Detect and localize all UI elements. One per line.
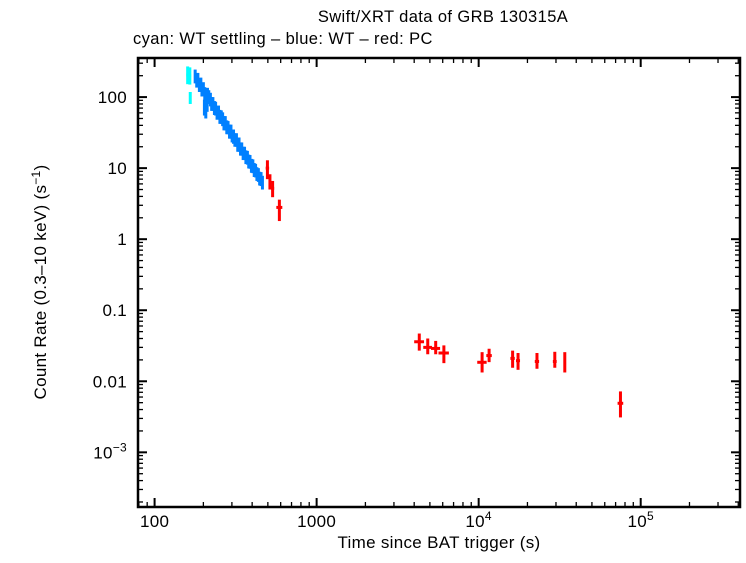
y-tick-label: 1 <box>117 230 127 249</box>
x-tick-label-sup: 4 <box>485 509 492 523</box>
x-tick-label: 1000 <box>297 512 336 531</box>
axis-ticks-group <box>138 58 740 507</box>
y-tick-label-base: 100 <box>98 88 127 107</box>
y-axis-label-group: Count Rate (0.3–10 keV) (s−1) <box>29 164 50 399</box>
series-wt-settling <box>186 66 192 104</box>
plot-frame <box>136 56 742 509</box>
series-pc <box>265 160 624 418</box>
y-tick-label: 10 <box>107 159 127 178</box>
x-tick-label-base: 10 <box>465 512 485 531</box>
y-tick-label-sup: −3 <box>113 440 127 454</box>
chart-subtitle: cyan: WT settling – blue: WT – red: PC <box>133 30 433 48</box>
y-tick-label-base: 0.01 <box>93 372 127 391</box>
y-axis-label-text: Count Rate (0.3–10 keV) (s <box>31 185 50 400</box>
x-axis-label: Time since BAT trigger (s) <box>337 533 540 552</box>
y-axis-label-suffix: ) <box>31 164 50 170</box>
y-tick-label-base: 10 <box>93 443 113 462</box>
y-axis-label-sup: −1 <box>29 170 43 184</box>
y-tick-label: 100 <box>98 88 127 107</box>
y-tick-label: 0.1 <box>102 301 127 320</box>
y-tick-label-base: 10 <box>107 159 127 178</box>
x-tick-label-base: 10 <box>627 512 647 531</box>
data-series-group <box>186 66 624 418</box>
plot-frame-group <box>136 56 742 509</box>
x-tick-label-sup: 5 <box>647 509 654 523</box>
y-axis-label: Count Rate (0.3–10 keV) (s−1) <box>29 164 50 399</box>
y-tick-label-base: 1 <box>117 230 127 249</box>
x-tick-label-base: 100 <box>140 512 169 531</box>
x-tick-label: 104 <box>465 509 492 531</box>
x-tick-label: 105 <box>627 509 654 531</box>
chart-title: Swift/XRT data of GRB 130315A <box>318 8 568 26</box>
y-tick-label: 0.01 <box>93 372 127 391</box>
series-wt <box>193 69 264 190</box>
x-tick-label: 100 <box>140 512 169 531</box>
x-tick-label-base: 1000 <box>297 512 336 531</box>
y-tick-label: 10−3 <box>93 440 127 462</box>
y-tick-label-base: 0.1 <box>102 301 127 320</box>
